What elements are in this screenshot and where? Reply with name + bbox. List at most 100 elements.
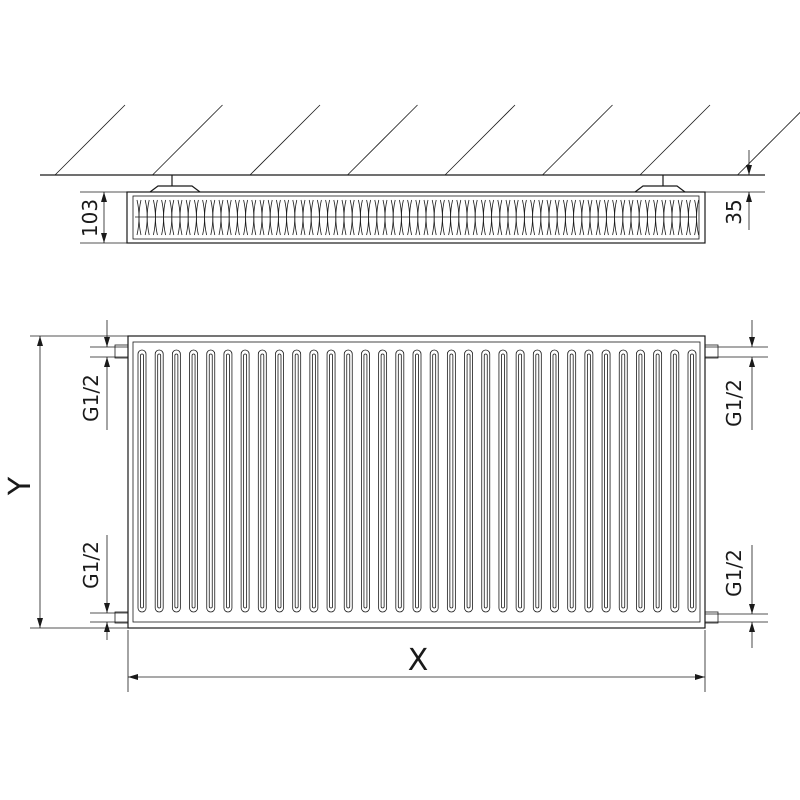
hatch-line (737, 111, 800, 176)
front-body (127, 335, 706, 629)
convector-wave (466, 199, 470, 236)
pipe-stub-bottom-right (704, 611, 719, 624)
convector-wave (204, 199, 207, 236)
convector-wave (425, 199, 429, 236)
hatch-line (542, 104, 613, 176)
convector-wave (146, 199, 150, 236)
fin (171, 349, 181, 613)
fin-inner (690, 353, 694, 609)
hatch-line (249, 104, 321, 176)
convector-wave (638, 199, 642, 236)
convector-wave (360, 199, 363, 236)
pipe-stub-bottom-left (114, 611, 129, 624)
fin-inner (518, 353, 523, 609)
convector-wave (163, 199, 166, 236)
connection-label-bottom-right: G1/2 (722, 549, 746, 597)
fin (687, 349, 697, 613)
fin-inner (294, 353, 299, 609)
convector-wave (179, 199, 183, 236)
connection-label-top-left: G1/2 (79, 374, 103, 422)
fin (257, 349, 267, 613)
fin (240, 349, 250, 613)
convector-wave (327, 199, 330, 236)
fin (429, 349, 439, 613)
fin (137, 349, 147, 613)
hatch-line (444, 104, 516, 176)
fin-inner (466, 353, 471, 609)
convector-wave (171, 199, 175, 236)
fin-inner (638, 353, 643, 609)
fin (636, 349, 645, 613)
convector-wave (220, 199, 224, 236)
convector-wave (269, 199, 273, 236)
convector-wave (261, 199, 265, 236)
convector-wave (417, 199, 421, 236)
connection-dimension-top-right: G1/2 (705, 320, 768, 430)
convector-wave (245, 199, 248, 236)
convector-wave (401, 199, 404, 236)
convector-wave (491, 199, 494, 236)
fin-inner (415, 353, 419, 609)
convector-wave (368, 199, 371, 236)
connection-dimension-top-left: G1/2 (79, 320, 128, 430)
wall-gap-dimension: 35 (705, 150, 765, 230)
convector-wave (663, 199, 667, 236)
convector-wave (335, 199, 339, 236)
fin-inner (501, 353, 505, 609)
fin-inner (277, 353, 282, 609)
convector-wave (458, 199, 462, 236)
convector-wave (442, 199, 445, 236)
fin-inner (604, 353, 608, 609)
radiator-front-view (114, 335, 719, 629)
convector-wave (548, 199, 552, 236)
convector-wave (589, 199, 593, 236)
fin (223, 349, 233, 613)
fin (189, 349, 198, 613)
fin (653, 349, 663, 613)
wall-gap-label: 35 (722, 199, 746, 224)
fin (601, 349, 611, 613)
fin (670, 349, 680, 613)
fin-inner (672, 353, 677, 609)
convector-wave (376, 199, 380, 236)
fin-inner (552, 353, 557, 609)
fin-inner (208, 353, 213, 609)
hatch-line (54, 104, 126, 176)
convector-wave (647, 199, 650, 236)
fin (498, 349, 508, 613)
convector-wave (606, 199, 609, 236)
fin (361, 349, 370, 613)
fin-inner (363, 353, 368, 609)
hatch-line (347, 104, 418, 176)
convector-wave (515, 199, 519, 236)
convector-wave (302, 199, 306, 236)
convector-wave (614, 199, 617, 236)
convector-wave (343, 199, 347, 236)
convector-wave (392, 199, 396, 236)
convector-wave (286, 199, 289, 236)
hatch-line (639, 104, 711, 176)
fin (550, 349, 559, 613)
convector-wave (499, 199, 503, 236)
convector-wave (573, 199, 576, 236)
fin-inner (535, 353, 540, 609)
fin-inner (311, 353, 316, 609)
convector-wave (155, 199, 158, 236)
connection-dimension-bottom-left: G1/2 (79, 535, 128, 640)
convector-wave (630, 199, 634, 236)
fin (378, 349, 388, 613)
fin-inner (174, 353, 179, 609)
connection-label-top-right: G1/2 (722, 379, 746, 427)
convector-wave (253, 199, 257, 236)
convector-wave (138, 199, 142, 236)
side-body (126, 191, 706, 244)
convector-wave (433, 199, 437, 236)
fin-inner (449, 353, 454, 609)
fin-inner (586, 353, 591, 609)
fin-inner (157, 353, 162, 609)
convector-wave (237, 199, 240, 236)
convector-wave (597, 199, 601, 236)
fin (275, 349, 284, 613)
pipe-stub-top-right (704, 344, 719, 359)
